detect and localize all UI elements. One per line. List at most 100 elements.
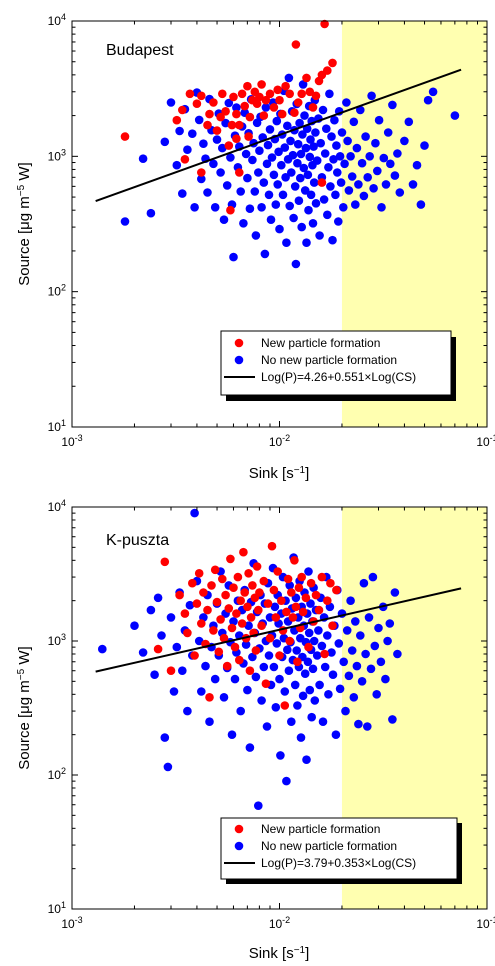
legend-no-npf-label: No new particle formation — [261, 353, 397, 367]
no-npf-point — [190, 508, 199, 518]
no-npf-point — [227, 730, 237, 739]
no-npf-point — [300, 111, 309, 120]
no-npf-point — [365, 152, 375, 161]
no-npf-point — [344, 671, 354, 681]
npf-point — [269, 103, 279, 112]
no-npf-point — [236, 706, 245, 716]
no-npf-point — [357, 158, 367, 168]
legend-fit-label: Log(P)=4.26+0.551×Log(CS) — [261, 370, 416, 384]
npf-point — [277, 596, 286, 605]
no-npf-point — [163, 762, 173, 772]
npf-point — [197, 91, 206, 101]
npf-point — [240, 101, 249, 111]
no-npf-point — [352, 143, 362, 153]
no-npf-point — [274, 147, 283, 157]
npf-point — [237, 619, 247, 628]
no-npf-point — [366, 664, 376, 674]
npf-point — [244, 132, 253, 141]
no-npf-point — [374, 115, 384, 125]
npf-point — [317, 178, 327, 187]
no-npf-point — [153, 593, 163, 603]
no-npf-point — [224, 98, 234, 108]
no-npf-point — [334, 217, 343, 226]
no-npf-point — [269, 170, 279, 180]
no-npf-point — [130, 621, 139, 630]
npf-point — [229, 583, 238, 592]
no-npf-point — [307, 712, 317, 722]
npf-point — [235, 120, 244, 130]
npf-point — [197, 168, 206, 177]
no-npf-point — [388, 715, 397, 724]
no-npf-point — [241, 149, 251, 159]
no-npf-point — [183, 145, 192, 154]
npf-point — [203, 120, 212, 130]
npf-point — [261, 679, 271, 688]
npf-point — [269, 585, 279, 595]
no-npf-point — [281, 173, 290, 182]
npf-point — [192, 599, 202, 608]
no-npf-point — [315, 680, 324, 690]
no-npf-point — [257, 696, 266, 705]
no-npf-point — [361, 649, 370, 659]
no-npf-point — [298, 691, 308, 701]
no-npf-point — [311, 128, 320, 137]
scatter-points — [98, 508, 402, 810]
no-npf-point — [290, 680, 300, 690]
no-npf-point — [178, 189, 187, 198]
no-npf-point — [302, 238, 311, 247]
no-npf-point — [178, 666, 187, 675]
npf-point — [294, 583, 304, 592]
no-npf-point — [210, 203, 220, 212]
no-npf-point — [169, 687, 179, 696]
fit-line — [95, 587, 462, 673]
no-npf-point — [283, 121, 292, 131]
no-npf-point — [343, 136, 352, 146]
no-npf-point — [381, 674, 390, 684]
no-npf-point — [160, 137, 170, 147]
no-npf-point — [328, 670, 338, 679]
npf-point — [297, 89, 307, 99]
npf-point — [311, 590, 321, 600]
no-npf-point — [120, 217, 130, 226]
no-npf-point — [347, 172, 357, 181]
no-npf-point — [318, 717, 328, 726]
npf-point — [243, 602, 252, 612]
no-npf-point — [327, 132, 336, 141]
budapest-panel: 10-3 10-2 10-1 101 102 103 104 Budapest Sink [… — [16, 12, 495, 482]
npf-point — [209, 626, 218, 635]
no-npf-point — [251, 231, 261, 240]
no-npf-point — [293, 701, 302, 710]
npf-point — [172, 115, 182, 125]
no-npf-point — [308, 219, 318, 228]
no-npf-point — [356, 105, 365, 115]
npf-point — [273, 567, 283, 576]
npf-point — [180, 155, 190, 164]
npf-point — [298, 607, 308, 617]
no-npf-point — [331, 730, 341, 739]
npf-point — [243, 81, 252, 91]
scatter-points — [120, 19, 460, 269]
no-npf-point — [333, 168, 342, 177]
no-npf-point — [372, 690, 382, 699]
no-npf-point — [293, 139, 303, 149]
no-npf-point — [150, 670, 159, 679]
npf-point — [328, 58, 337, 68]
no-npf-point — [248, 652, 257, 662]
npf-point — [214, 647, 224, 657]
no-npf-point — [334, 639, 344, 648]
no-npf-point — [306, 190, 316, 200]
npf-point — [190, 651, 199, 660]
no-npf-point — [361, 132, 370, 141]
no-npf-point — [219, 693, 229, 702]
npf-point — [301, 593, 311, 603]
no-npf-point — [275, 674, 284, 684]
no-npf-point — [386, 159, 395, 169]
no-npf-point — [342, 98, 351, 107]
no-npf-point — [259, 662, 269, 672]
no-npf-point — [330, 115, 339, 125]
no-npf-point — [297, 222, 307, 232]
no-npf-point — [255, 146, 264, 155]
npf-point — [259, 576, 269, 586]
npf-point — [219, 633, 229, 643]
no-npf-point — [340, 159, 349, 169]
